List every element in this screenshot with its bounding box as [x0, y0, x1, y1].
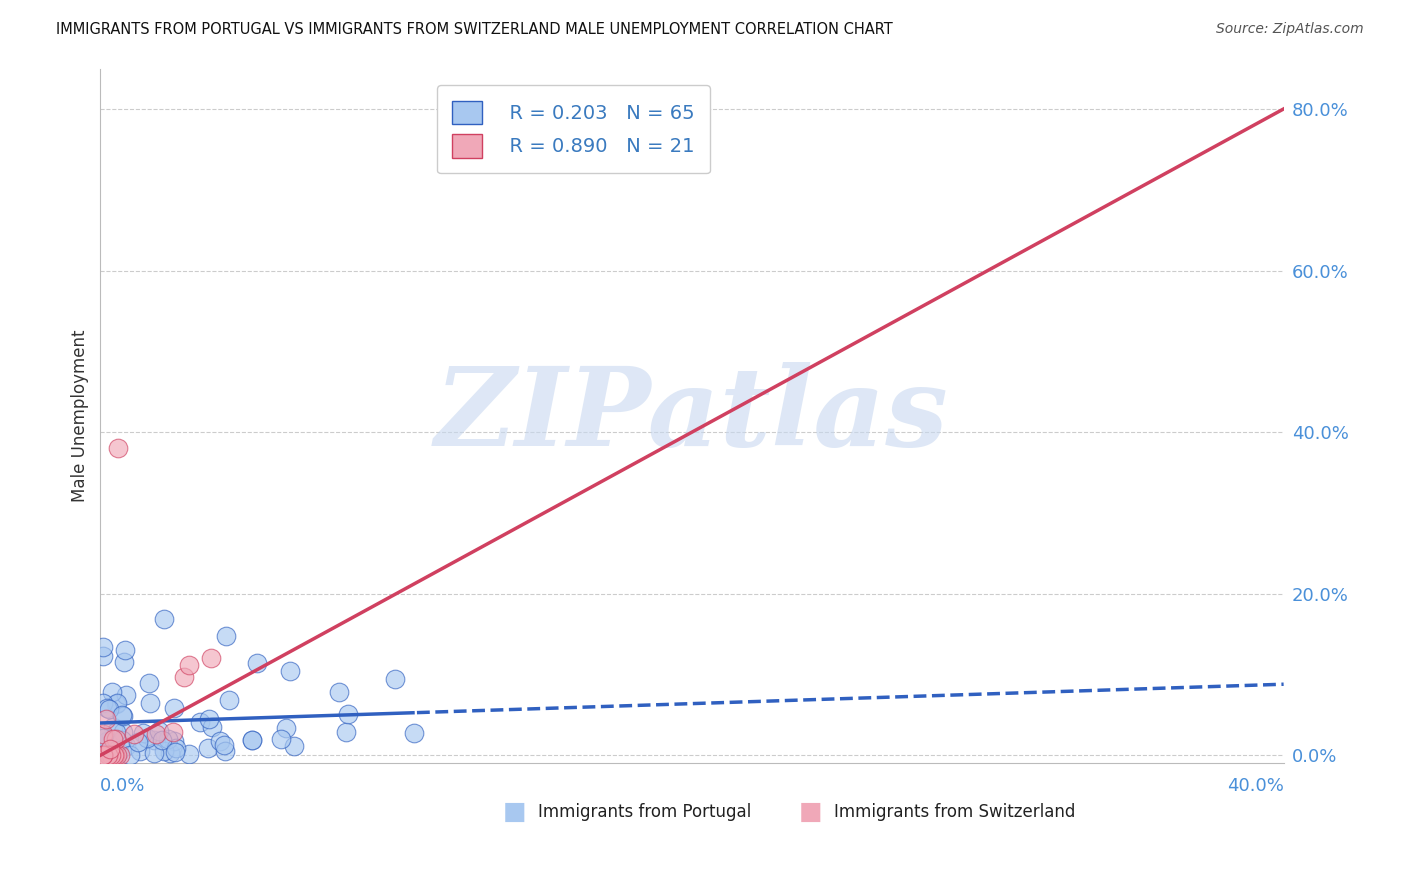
Point	[111, 733, 134, 747]
Point	[103, 747, 125, 762]
Point	[91, 747, 114, 762]
Legend:   R = 0.203   N = 65,   R = 0.890   N = 21: R = 0.203 N = 65, R = 0.890 N = 21	[437, 86, 710, 173]
Text: IMMIGRANTS FROM PORTUGAL VS IMMIGRANTS FROM SWITZERLAND MALE UNEMPLOYMENT CORREL: IMMIGRANTS FROM PORTUGAL VS IMMIGRANTS F…	[56, 22, 893, 37]
Point	[209, 734, 232, 748]
Point	[129, 744, 152, 758]
Point	[159, 746, 181, 760]
Point	[328, 685, 350, 699]
Point	[157, 732, 180, 747]
Point	[337, 707, 360, 722]
Point	[101, 720, 124, 734]
Point	[188, 714, 211, 729]
Point	[278, 665, 301, 679]
Point	[153, 744, 176, 758]
Text: ■: ■	[503, 800, 526, 824]
Point	[108, 745, 131, 759]
Point	[165, 740, 187, 755]
Point	[98, 741, 121, 756]
Point	[112, 655, 135, 669]
Text: ■: ■	[799, 800, 823, 824]
Point	[111, 709, 134, 723]
Point	[240, 732, 263, 747]
Point	[274, 721, 297, 735]
Point	[173, 670, 195, 684]
Point	[163, 700, 186, 714]
Point	[101, 684, 124, 698]
Point	[201, 720, 224, 734]
Point	[97, 747, 120, 762]
Point	[91, 727, 114, 741]
Point	[200, 651, 222, 665]
Point	[139, 697, 162, 711]
Point	[91, 729, 114, 743]
Point	[91, 648, 114, 663]
Point	[218, 693, 240, 707]
Point	[115, 739, 138, 753]
Point	[179, 657, 201, 672]
Text: 0.0%: 0.0%	[100, 777, 146, 795]
Point	[98, 747, 121, 762]
Point	[111, 708, 134, 723]
Point	[246, 657, 269, 671]
Point	[212, 739, 235, 753]
Point	[105, 731, 128, 746]
Point	[148, 723, 170, 738]
Text: Immigrants from Switzerland: Immigrants from Switzerland	[834, 803, 1076, 821]
Point	[150, 732, 173, 747]
Point	[198, 713, 221, 727]
Point	[104, 724, 127, 739]
Point	[270, 732, 292, 747]
Point	[94, 712, 117, 726]
Point	[103, 744, 125, 758]
Point	[110, 747, 132, 762]
Point	[115, 688, 138, 702]
Point	[112, 725, 135, 739]
Text: 40.0%: 40.0%	[1227, 777, 1284, 795]
Point	[91, 640, 114, 654]
Point	[240, 732, 263, 747]
Point	[163, 745, 186, 759]
Point	[162, 734, 184, 748]
Point	[142, 746, 165, 760]
Point	[335, 725, 357, 739]
Point	[122, 727, 145, 741]
Point	[197, 740, 219, 755]
Point	[179, 747, 201, 761]
Point	[138, 675, 160, 690]
Point	[214, 744, 236, 758]
Point	[404, 726, 426, 740]
Point	[118, 747, 141, 762]
Point	[104, 697, 127, 711]
Point	[107, 747, 129, 761]
Point	[127, 735, 149, 749]
Point	[101, 732, 124, 747]
Point	[153, 612, 176, 626]
Point	[104, 747, 127, 762]
Point	[283, 739, 305, 753]
Point	[100, 747, 122, 762]
Point	[136, 731, 159, 745]
Point	[384, 672, 406, 686]
Point	[91, 747, 114, 762]
Point	[91, 731, 114, 746]
Point	[105, 696, 128, 710]
Text: Immigrants from Portugal: Immigrants from Portugal	[538, 803, 751, 821]
Point	[96, 700, 118, 714]
Text: Source: ZipAtlas.com: Source: ZipAtlas.com	[1216, 22, 1364, 37]
Point	[98, 702, 121, 716]
Y-axis label: Male Unemployment: Male Unemployment	[72, 330, 89, 502]
Point	[105, 747, 128, 762]
Point	[215, 629, 238, 643]
Point	[107, 442, 129, 456]
Point	[145, 727, 167, 741]
Point	[162, 725, 184, 739]
Point	[143, 733, 166, 747]
Point	[114, 643, 136, 657]
Text: ZIPatlas: ZIPatlas	[434, 362, 949, 470]
Point	[96, 734, 118, 748]
Point	[91, 696, 114, 710]
Point	[132, 726, 155, 740]
